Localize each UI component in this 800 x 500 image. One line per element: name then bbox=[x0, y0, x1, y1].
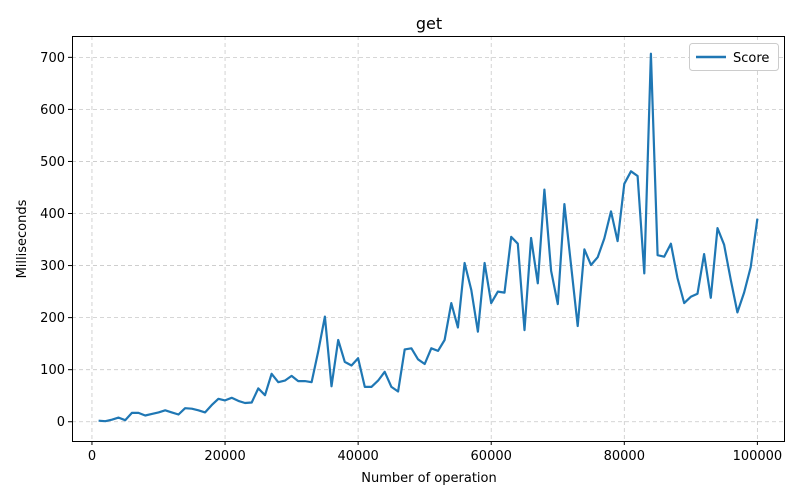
x-tick-label: 60000 bbox=[471, 449, 512, 464]
y-tick-label: 0 bbox=[57, 415, 65, 430]
legend-label: Score bbox=[733, 51, 769, 66]
y-tick-label: 600 bbox=[40, 103, 65, 118]
grid bbox=[72, 36, 784, 441]
y-tick-label: 200 bbox=[40, 311, 65, 326]
x-axis-title: Number of operation bbox=[361, 471, 496, 486]
series-layer bbox=[98, 52, 759, 423]
legend: Score bbox=[689, 43, 779, 71]
y-tick-label: 300 bbox=[40, 259, 65, 274]
x-tick-label: 40000 bbox=[337, 449, 378, 464]
y-axis-title: Milliseconds bbox=[15, 199, 30, 278]
x-tick-label: 100000 bbox=[733, 449, 783, 464]
series-line-score bbox=[98, 52, 759, 423]
y-tick-label: 400 bbox=[40, 207, 65, 222]
chart-title: get bbox=[416, 14, 442, 33]
x-axis-ticks: 0 20000 40000 60000 80000 100000 bbox=[88, 441, 782, 464]
y-tick-label: 100 bbox=[40, 363, 65, 378]
x-tick-label: 80000 bbox=[604, 449, 645, 464]
y-tick-label: 700 bbox=[40, 51, 65, 66]
y-tick-label: 500 bbox=[40, 155, 65, 170]
y-axis-ticks: 0 100 200 300 400 500 600 700 bbox=[40, 51, 72, 430]
x-tick-label: 20000 bbox=[204, 449, 245, 464]
x-tick-label: 0 bbox=[88, 449, 96, 464]
plot-frame bbox=[72, 36, 785, 442]
legend-box bbox=[689, 43, 779, 71]
